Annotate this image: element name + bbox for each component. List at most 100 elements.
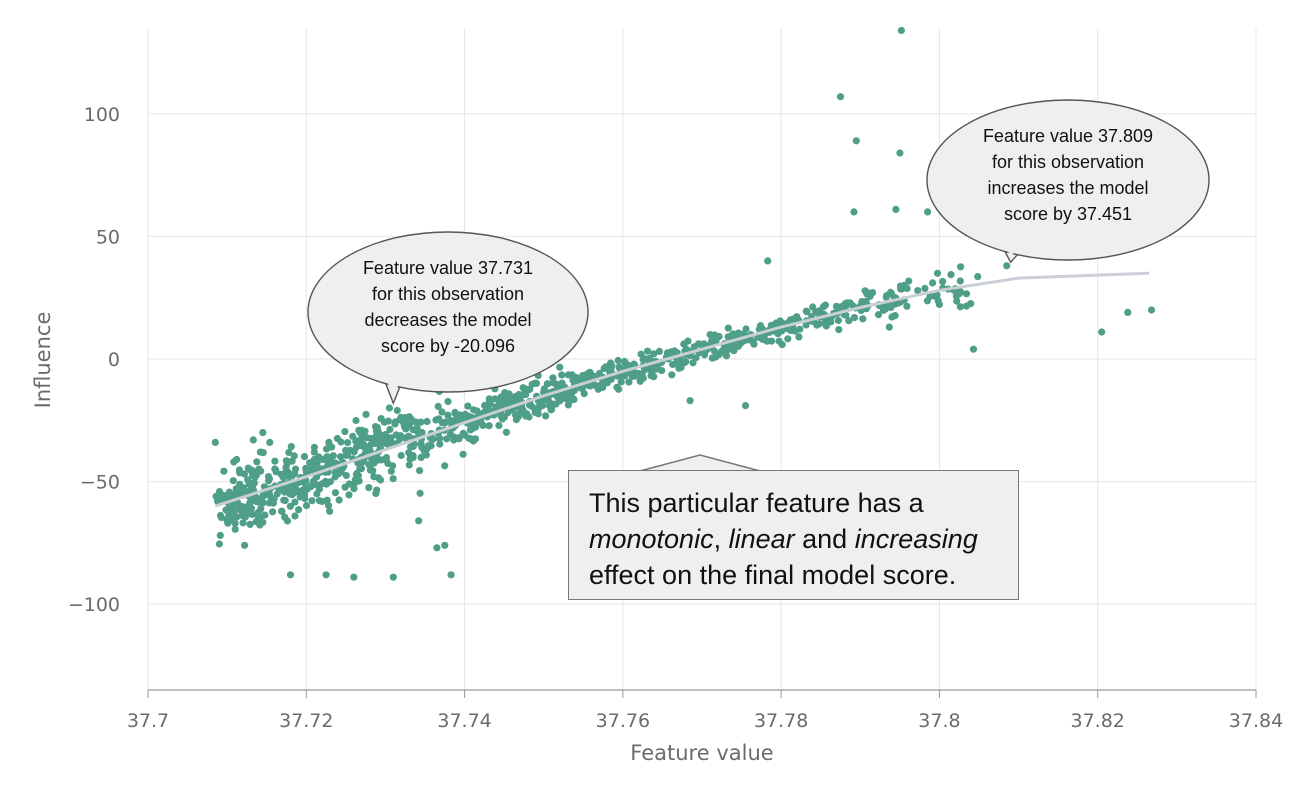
y-tick-label: 100 bbox=[84, 104, 120, 126]
data-point bbox=[670, 348, 678, 356]
data-point bbox=[337, 438, 345, 446]
data-point bbox=[896, 149, 904, 157]
data-point bbox=[386, 425, 394, 434]
data-point bbox=[741, 402, 750, 410]
data-point bbox=[266, 438, 274, 446]
trend-line bbox=[214, 271, 1150, 508]
data-point bbox=[416, 467, 424, 475]
data-point bbox=[891, 312, 899, 320]
data-point bbox=[497, 393, 505, 401]
data-point bbox=[337, 453, 345, 461]
data-point bbox=[885, 323, 893, 331]
data-point bbox=[306, 459, 314, 467]
data-point bbox=[253, 458, 261, 466]
data-point bbox=[632, 372, 640, 380]
x-tick-label: 37.7 bbox=[127, 710, 169, 732]
data-point bbox=[403, 416, 411, 424]
data-point bbox=[580, 390, 588, 398]
data-point bbox=[832, 302, 841, 310]
data-point bbox=[291, 512, 299, 520]
callouts: Feature value 37.731 for this observation… bbox=[307, 99, 1210, 406]
data-point bbox=[469, 437, 477, 445]
data-point bbox=[331, 489, 339, 497]
data-point bbox=[302, 464, 310, 472]
x-tick-label: 37.82 bbox=[1071, 710, 1125, 732]
data-point bbox=[450, 436, 458, 444]
data-point bbox=[558, 371, 566, 379]
x-tick-label: 37.8 bbox=[918, 710, 960, 732]
data-point bbox=[614, 356, 622, 365]
data-point bbox=[715, 350, 723, 359]
data-point bbox=[843, 299, 852, 307]
data-point bbox=[335, 496, 343, 504]
data-point bbox=[387, 467, 395, 475]
data-point bbox=[285, 448, 293, 457]
data-point bbox=[953, 297, 961, 305]
data-point bbox=[567, 391, 575, 399]
data-point bbox=[271, 465, 279, 473]
data-point bbox=[229, 502, 237, 510]
data-point bbox=[323, 496, 331, 504]
note-line-2: monotonic, linear and increasing bbox=[589, 521, 1010, 557]
y-tick-label: 0 bbox=[108, 349, 120, 371]
data-point bbox=[406, 443, 415, 451]
x-axis: 37.7 37.72 37.74 37.76 37.78 37.8 37.82 37.84 bbox=[127, 689, 1283, 732]
data-point bbox=[372, 427, 380, 435]
data-point bbox=[947, 271, 955, 279]
data-point bbox=[345, 491, 353, 499]
data-point bbox=[346, 446, 354, 454]
data-point bbox=[850, 314, 859, 322]
data-point bbox=[644, 347, 652, 355]
data-point bbox=[874, 311, 883, 319]
x-tick-label: 37.76 bbox=[596, 710, 650, 732]
data-point bbox=[233, 455, 241, 464]
data-point bbox=[291, 470, 299, 478]
data-point bbox=[229, 477, 237, 485]
data-point bbox=[236, 469, 244, 477]
data-point bbox=[385, 404, 393, 412]
data-point bbox=[369, 467, 377, 475]
data-point bbox=[334, 469, 343, 477]
data-point bbox=[939, 277, 947, 286]
data-point bbox=[466, 426, 474, 434]
data-point bbox=[1003, 262, 1011, 270]
data-point bbox=[409, 452, 417, 460]
data-point bbox=[515, 393, 523, 401]
y-axis-title: Influence bbox=[31, 312, 55, 409]
data-point bbox=[859, 315, 867, 323]
data-point bbox=[518, 409, 526, 417]
data-point bbox=[484, 407, 492, 415]
data-point bbox=[322, 445, 331, 453]
data-point bbox=[257, 467, 265, 475]
data-point bbox=[650, 373, 658, 381]
data-point bbox=[246, 504, 254, 512]
data-point bbox=[464, 402, 472, 410]
data-point bbox=[367, 434, 375, 443]
note-sep-1: , bbox=[713, 524, 729, 554]
data-point bbox=[211, 438, 219, 446]
data-point bbox=[962, 290, 971, 298]
data-point bbox=[408, 417, 416, 425]
data-point bbox=[444, 397, 452, 406]
data-point bbox=[485, 422, 493, 430]
data-point bbox=[397, 451, 405, 460]
data-point bbox=[617, 378, 625, 386]
callout-text-line: for this observation bbox=[992, 152, 1144, 172]
data-point bbox=[310, 448, 318, 456]
data-point bbox=[352, 443, 361, 451]
data-point bbox=[259, 429, 267, 437]
data-point bbox=[278, 507, 286, 515]
data-point bbox=[538, 402, 547, 410]
data-point bbox=[929, 279, 937, 287]
data-point bbox=[795, 333, 803, 341]
x-tick-label: 37.84 bbox=[1229, 710, 1283, 732]
note-sep-2: and bbox=[794, 524, 855, 554]
data-point bbox=[835, 326, 843, 334]
data-point bbox=[246, 520, 254, 529]
data-point bbox=[599, 379, 607, 387]
callout-tail-cover bbox=[990, 218, 1045, 257]
data-point bbox=[417, 418, 425, 426]
callout-text-line: increases the model bbox=[987, 178, 1148, 198]
data-point bbox=[292, 486, 300, 494]
note-linear: linear bbox=[728, 524, 795, 554]
